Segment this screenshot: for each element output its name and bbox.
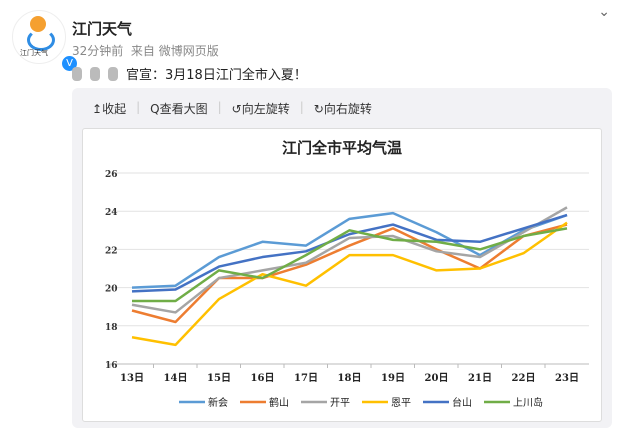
series-line-开平 <box>131 206 568 314</box>
y-tick-label: 20 <box>105 285 118 295</box>
divider: | <box>299 100 304 114</box>
post-time[interactable]: 32分钟前 <box>72 44 124 58</box>
view-large-label: 查看大图 <box>159 102 208 116</box>
post-text: 官宣：3月18日江门全市入夏！ <box>72 64 307 83</box>
image-toolbar: ↥收起 | Q查看大图 | ↺向左旋转 | ↻向右旋转 <box>92 100 372 117</box>
legend-label: 台山 <box>452 396 472 409</box>
post-body: 官宣：3月18日江门全市入夏！ <box>126 68 307 83</box>
sun-logo-icon <box>30 16 46 32</box>
x-tick-label: 17日 <box>294 372 318 384</box>
avatar[interactable]: 江门天气 V <box>12 10 78 72</box>
chart-image[interactable]: 江门全市平均气温 16 18 20 22 24 26 13日 14日 15日 16日 17日 18日 1… <box>82 128 602 422</box>
x-tick-label: 13日 <box>120 372 144 384</box>
x-tick-label: 18日 <box>338 372 362 384</box>
y-tick-label: 18 <box>105 323 118 333</box>
y-tick-label: 24 <box>105 208 118 218</box>
wave-logo-icon <box>27 29 55 51</box>
series-line-台山 <box>131 213 568 293</box>
series-line-新会 <box>131 211 568 289</box>
rotate-left-icon: ↺ <box>231 102 242 116</box>
line-chart: 江门全市平均气温 16 18 20 22 24 26 13日 14日 15日 16日 17日 18日 1… <box>105 139 589 409</box>
y-tick-label: 22 <box>105 246 118 256</box>
rotate-right-icon: ↻ <box>313 102 324 116</box>
legend-label: 开平 <box>330 398 350 409</box>
rotate-right-button[interactable]: ↻向右旋转 <box>314 100 372 117</box>
rotate-right-label: 向右旋转 <box>323 102 372 116</box>
x-tick-label: 19日 <box>381 372 405 384</box>
collapse-label: 收起 <box>102 102 127 116</box>
y-tick-label: 26 <box>105 170 118 180</box>
x-tick-label: 14日 <box>164 372 188 384</box>
post-meta: 32分钟前 来自 微博网页版 <box>72 42 219 59</box>
collapse-icon: ↥ <box>92 102 103 116</box>
microphone-icon <box>90 67 100 81</box>
legend-label: 上川岛 <box>513 396 543 409</box>
x-tick-label: 15日 <box>207 372 231 384</box>
series-line-鹤山 <box>131 223 568 324</box>
author-name[interactable]: 江门天气 <box>72 20 133 38</box>
microphone-icon <box>108 67 118 81</box>
avatar-logo-text: 江门天气 <box>20 49 48 57</box>
divider: | <box>136 100 141 114</box>
rotate-left-button[interactable]: ↺向左旋转 <box>232 100 290 117</box>
series-line-上川岛 <box>132 227 568 303</box>
legend-label: 新会 <box>208 396 228 409</box>
view-large-button[interactable]: Q查看大图 <box>150 100 207 117</box>
divider: | <box>217 100 222 114</box>
microphone-icon <box>72 67 82 81</box>
x-tick-label: 21日 <box>468 372 492 384</box>
chart-title: 江门全市平均气温 <box>282 139 402 157</box>
collapse-button[interactable]: ↥收起 <box>92 100 126 117</box>
x-tick-label: 22日 <box>512 372 536 384</box>
x-tick-label: 23日 <box>555 372 579 384</box>
x-tick-label: 16日 <box>251 372 275 384</box>
y-tick-label: 16 <box>105 361 118 371</box>
series-line-恩平 <box>131 221 568 347</box>
legend-label: 恩平 <box>391 397 411 409</box>
x-tick-label: 20日 <box>425 372 449 384</box>
post-source: 来自 微博网页版 <box>130 44 219 58</box>
media-panel: ↥收起 | Q查看大图 | ↺向左旋转 | ↻向右旋转 江门全市平均气温 16 18 20… <box>72 88 612 428</box>
chevron-down-icon[interactable]: ⌄ <box>598 4 610 20</box>
legend-label: 鹤山 <box>269 396 289 409</box>
search-icon: Q <box>150 102 160 116</box>
rotate-left-label: 向左旋转 <box>241 102 290 116</box>
